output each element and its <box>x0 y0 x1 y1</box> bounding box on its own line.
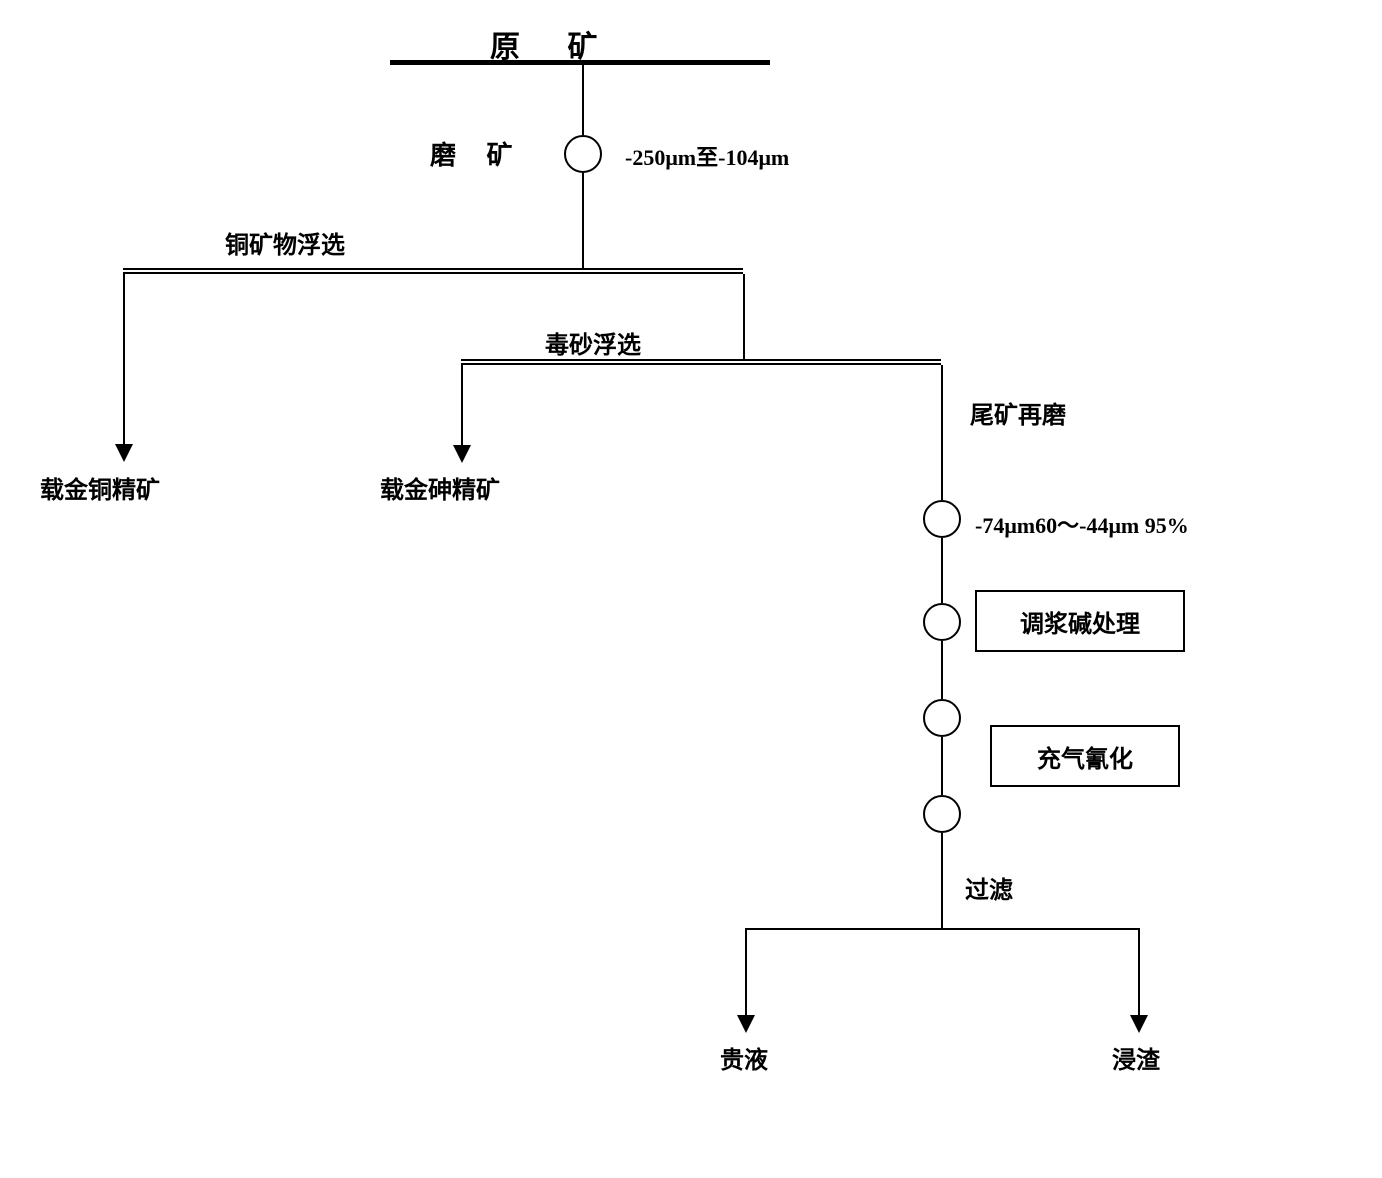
line-vf-right <box>1138 930 1140 1015</box>
output-pregnant-solution: 贵液 <box>720 1040 768 1075</box>
box-aeration-cyanidation: 充气氰化 <box>990 725 1180 787</box>
line-v3-right <box>743 274 745 359</box>
label-grinding: 磨 矿 <box>430 135 525 172</box>
label-tailings-regrind: 尾矿再磨 <box>970 395 1066 430</box>
node-grinding-circle <box>564 135 602 173</box>
line-double1 <box>123 268 743 274</box>
line-v5 <box>941 538 943 603</box>
box-alkali-treatment: 调浆碱处理 <box>975 590 1185 652</box>
arrow-preg <box>737 1015 755 1033</box>
arrow-residue <box>1130 1015 1148 1033</box>
output-cu-concentrate: 载金铜精矿 <box>40 470 160 505</box>
line-double2 <box>461 359 941 365</box>
label-filtration: 过滤 <box>965 870 1013 905</box>
title-underline <box>390 60 770 65</box>
arrow-cu-conc <box>115 444 133 462</box>
line-vf-left <box>745 930 747 1015</box>
flowchart-container: 原 矿 磨 矿 -250μm至-104μm 铜矿物浮选 载金铜精矿 毒砂浮选 载… <box>0 0 1382 1178</box>
node-regrind-circle <box>923 500 961 538</box>
line-h-final <box>745 928 1140 930</box>
box-aeration-label: 充气氰化 <box>1037 739 1133 774</box>
label-arseno-flotation: 毒砂浮选 <box>545 325 641 360</box>
line-v4-left <box>461 365 463 445</box>
node-filter-circle <box>923 795 961 833</box>
line-v3-left <box>123 274 125 444</box>
line-v7 <box>941 737 943 795</box>
line-v1 <box>582 65 584 135</box>
node-aeration-circle <box>923 699 961 737</box>
output-as-concentrate: 载金砷精矿 <box>380 470 500 505</box>
box-alkali-label: 调浆碱处理 <box>1020 604 1140 639</box>
arrow-as-conc <box>453 445 471 463</box>
label-copper-flotation: 铜矿物浮选 <box>225 225 345 260</box>
output-residue: 浸渣 <box>1112 1040 1160 1075</box>
anno-regrind: -74μm60～-44μm 95% <box>975 508 1189 540</box>
line-v2 <box>582 173 584 268</box>
node-alkali-circle <box>923 603 961 641</box>
anno-grinding: -250μm至-104μm <box>625 140 789 172</box>
line-v6 <box>941 641 943 699</box>
line-v8 <box>941 833 943 928</box>
line-v4-right <box>941 365 943 500</box>
